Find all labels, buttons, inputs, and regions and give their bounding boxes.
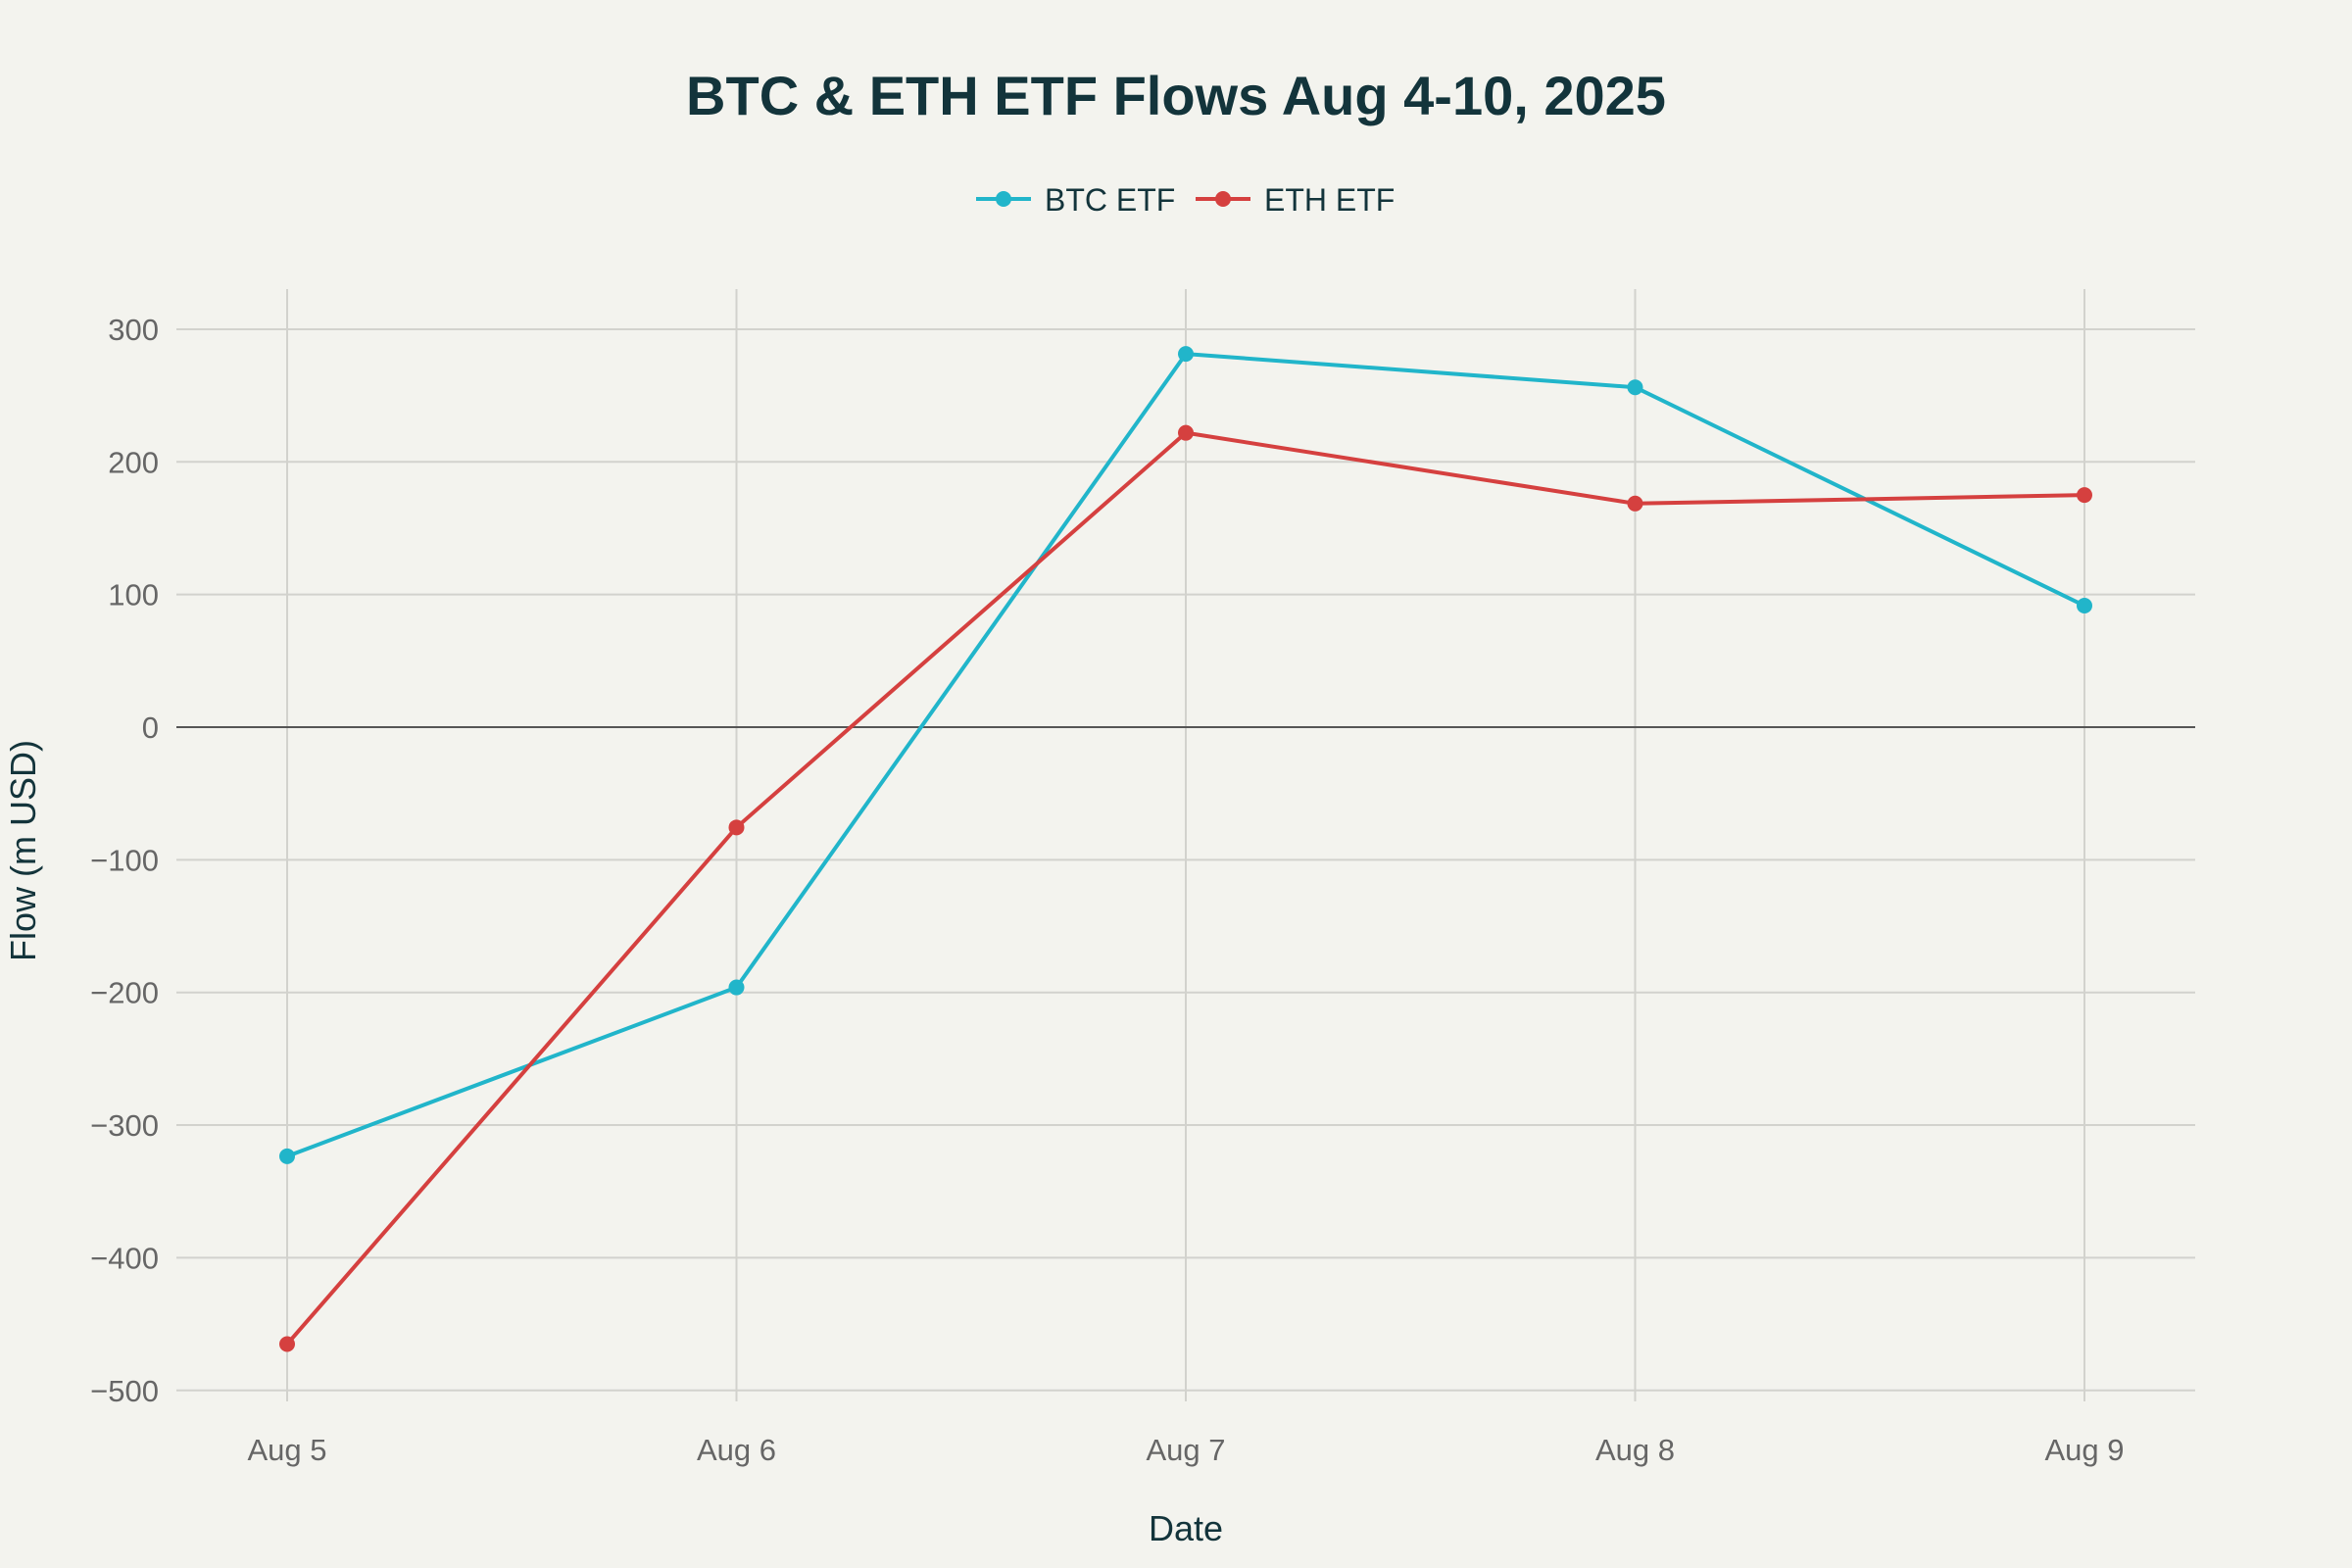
x-tick-label: Aug 6 [697, 1433, 776, 1467]
x-tick-label: Aug 5 [247, 1433, 326, 1467]
series-layer [279, 346, 2092, 1352]
grid [176, 289, 2195, 1401]
legend-item[interactable]: ETH ETF [1196, 182, 1395, 218]
y-tick-label: −500 [90, 1374, 159, 1408]
btc-etf-point [728, 979, 745, 996]
legend-item[interactable]: BTC ETF [976, 182, 1175, 218]
chart-title: BTC & ETH ETF Flows Aug 4-10, 2025 [686, 65, 1666, 126]
x-tick-label: Aug 7 [1146, 1433, 1225, 1467]
y-tick-label: −100 [90, 843, 159, 877]
eth-etf-point [1178, 424, 1194, 441]
legend-swatch-marker [996, 191, 1011, 207]
eth-etf-point [279, 1336, 295, 1352]
legend-label: ETH ETF [1264, 182, 1395, 218]
y-tick-label: −400 [90, 1241, 159, 1275]
y-tick-label: 300 [108, 313, 159, 347]
y-tick-label: −200 [90, 976, 159, 1010]
tick-labels: Aug 5 Aug 6 Aug 7 Aug 8 Aug 9 300 200 100 0 −100 −… [90, 313, 2124, 1467]
eth-etf-point [2077, 487, 2092, 504]
legend-label: BTC ETF [1045, 182, 1175, 218]
y-axis-title: Flow (m USD) [3, 740, 43, 961]
btc-etf-point [1627, 379, 1643, 396]
eth-etf-point [1627, 495, 1643, 512]
legend[interactable]: BTC ETF ETH ETF [976, 182, 1395, 218]
y-tick-label: −300 [90, 1108, 159, 1143]
y-tick-label: 100 [108, 578, 159, 612]
legend-swatch-marker [1215, 191, 1231, 207]
y-tick-label: 200 [108, 445, 159, 479]
btc-etf-point [279, 1148, 295, 1164]
x-axis-title: Date [1149, 1508, 1223, 1548]
x-tick-label: Aug 9 [2044, 1433, 2124, 1467]
btc-etf-point [2077, 598, 2092, 614]
x-tick-label: Aug 8 [1595, 1433, 1675, 1467]
btc-etf-point [1178, 346, 1194, 363]
eth-etf-point [728, 819, 745, 836]
y-tick-label: 0 [142, 710, 159, 745]
